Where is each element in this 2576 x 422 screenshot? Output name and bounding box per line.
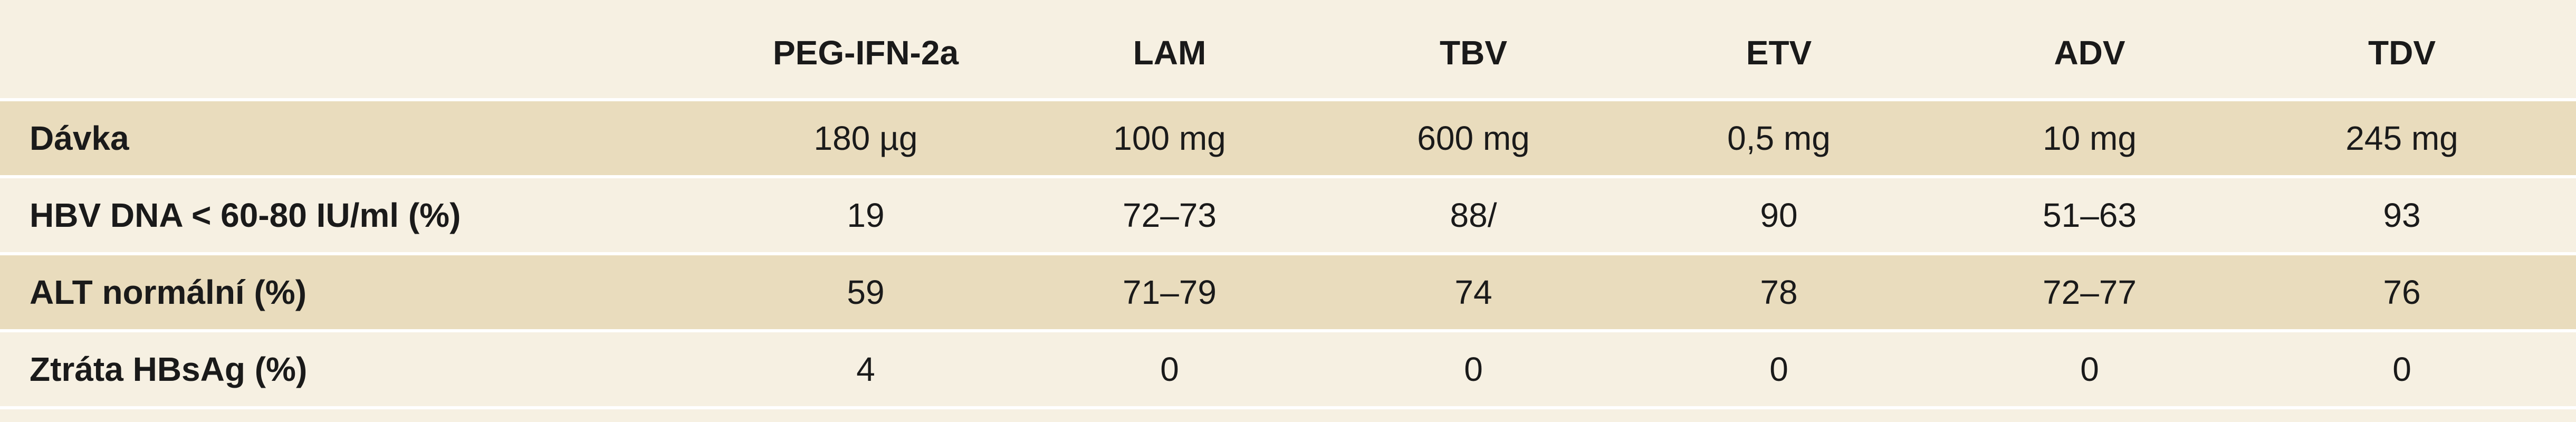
column-header: LAM [1133, 34, 1206, 72]
table-cell: 72–77 [2043, 273, 2137, 311]
table-cell: 51–63 [2043, 196, 2137, 234]
table-cell: 0,5 mg [1727, 119, 1831, 157]
table-cell: 4 [856, 350, 875, 388]
column-header: ETV [1746, 34, 1812, 72]
table-row: Dávka 180 µg 100 mg 600 mg 0,5 mg 10 mg 245 mg [0, 101, 2576, 175]
table-cell: 71–79 [1123, 273, 1217, 311]
column-header: TBV [1440, 34, 1507, 72]
row-label: Ztráta HBsAg (%) [30, 350, 308, 388]
table-cell: 180 µg [813, 119, 918, 157]
table-cell: 90 [1760, 196, 1798, 234]
table-cell: 74 [1454, 273, 1492, 311]
table-row: ALT normální (%) 59 71–79 74 78 72–77 76 [0, 255, 2576, 329]
row-separator [0, 98, 2576, 101]
table-cell: 0 [2392, 350, 2411, 388]
table-cell: 78 [1760, 273, 1798, 311]
table-cell: 72–73 [1123, 196, 1217, 234]
table-cell: 10 mg [2043, 119, 2137, 157]
header-row: PEG-IFN-2a LAM TBV ETV ADV TDV [0, 11, 2576, 95]
table-cell: 245 mg [2345, 119, 2458, 157]
table-cell: 600 mg [1417, 119, 1530, 157]
table-cell: 59 [847, 273, 885, 311]
row-label: Dávka [30, 119, 129, 157]
row-separator [0, 406, 2576, 409]
table-cell: 100 mg [1113, 119, 1226, 157]
table-row: HBV DNA < 60-80 IU/ml (%) 19 72–73 88/90 51–… [0, 178, 2576, 252]
row-label: ALT normální (%) [30, 273, 307, 311]
table-cell: 76 [2383, 273, 2421, 311]
table-cell: 88/ [1450, 196, 1497, 234]
column-header: ADV [2054, 34, 2125, 72]
row-label: HBV DNA < 60-80 IU/ml (%) [30, 196, 461, 234]
table-cell: 0 [1464, 350, 1483, 388]
row-separator [0, 252, 2576, 255]
table-row: Ztráta HBsAg (%) 4 0 0 0 0 0 [0, 332, 2576, 406]
table-cell: 0 [1769, 350, 1788, 388]
row-separator [0, 329, 2576, 332]
table-cell: 19 [847, 196, 885, 234]
table-cell: 93 [2383, 196, 2421, 234]
column-header: TDV [2368, 34, 2436, 72]
column-header: PEG-IFN-2a [772, 34, 959, 72]
row-separator [0, 175, 2576, 178]
table-cell: 0 [2080, 350, 2099, 388]
table-cell: 0 [1160, 350, 1179, 388]
